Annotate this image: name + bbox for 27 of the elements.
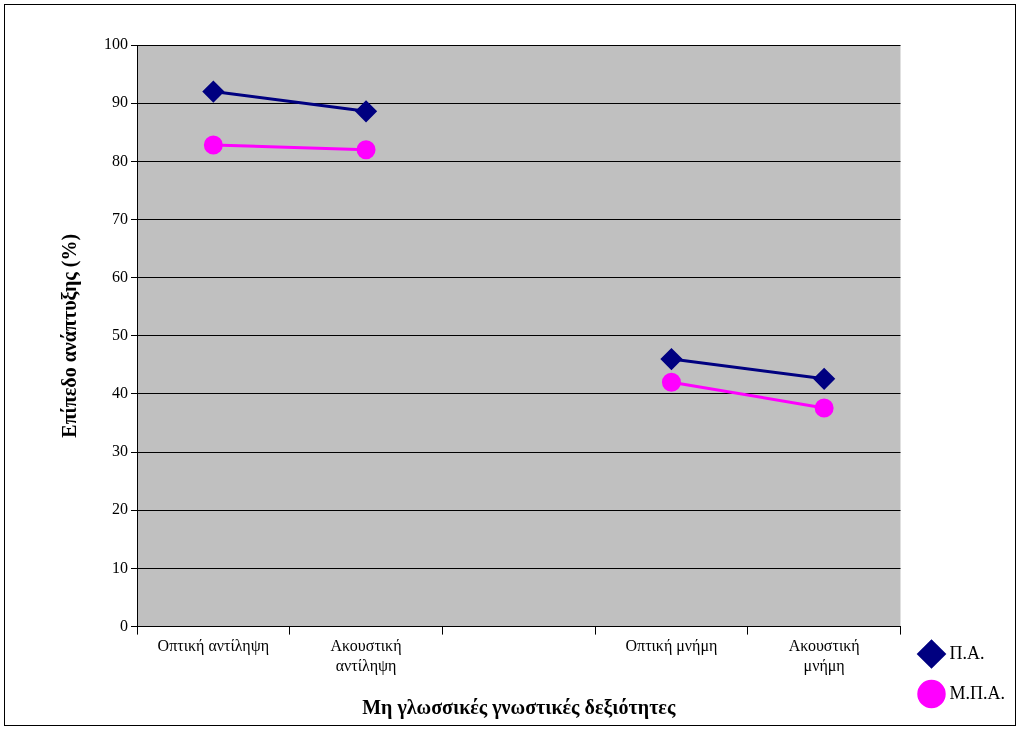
y-tick-label: 90 (112, 93, 128, 111)
y-tick-label: 10 (112, 558, 128, 576)
y-tick-label: 40 (112, 384, 128, 402)
point (203, 135, 223, 155)
y-tick-label: 50 (112, 326, 128, 343)
y-axis-title: Επίπεδο ανάπτυξης (%) (58, 233, 82, 438)
legend-label: Μ.Π.Α. (949, 682, 1006, 703)
y-tick-label: 20 (112, 500, 128, 518)
point (661, 372, 681, 392)
x-tick-label: Οπτική αντίληψη (157, 637, 270, 656)
x-axis-title: Μη γλωσσικές γνωστικές δεξιότητες (362, 696, 676, 720)
point (814, 398, 834, 418)
point (813, 368, 835, 390)
y-tick-label: 100 (104, 35, 128, 53)
point (355, 100, 377, 122)
point (660, 348, 682, 370)
legend-label: Π.Α. (949, 642, 985, 663)
y-tick-label: 70 (112, 209, 128, 227)
point (202, 81, 224, 103)
point (356, 140, 376, 160)
x-tick-label: Ακουστική αντίληψη (330, 637, 402, 675)
x-tick-label: Οπτική μνήμη (625, 637, 718, 656)
y-tick-label: 0 (120, 616, 128, 634)
y-tick-label: 60 (112, 267, 128, 285)
x-tick-label: Ακουστική μνήμη (788, 637, 860, 675)
y-tick-label: 30 (112, 442, 128, 460)
y-tick-label: 80 (112, 151, 128, 169)
